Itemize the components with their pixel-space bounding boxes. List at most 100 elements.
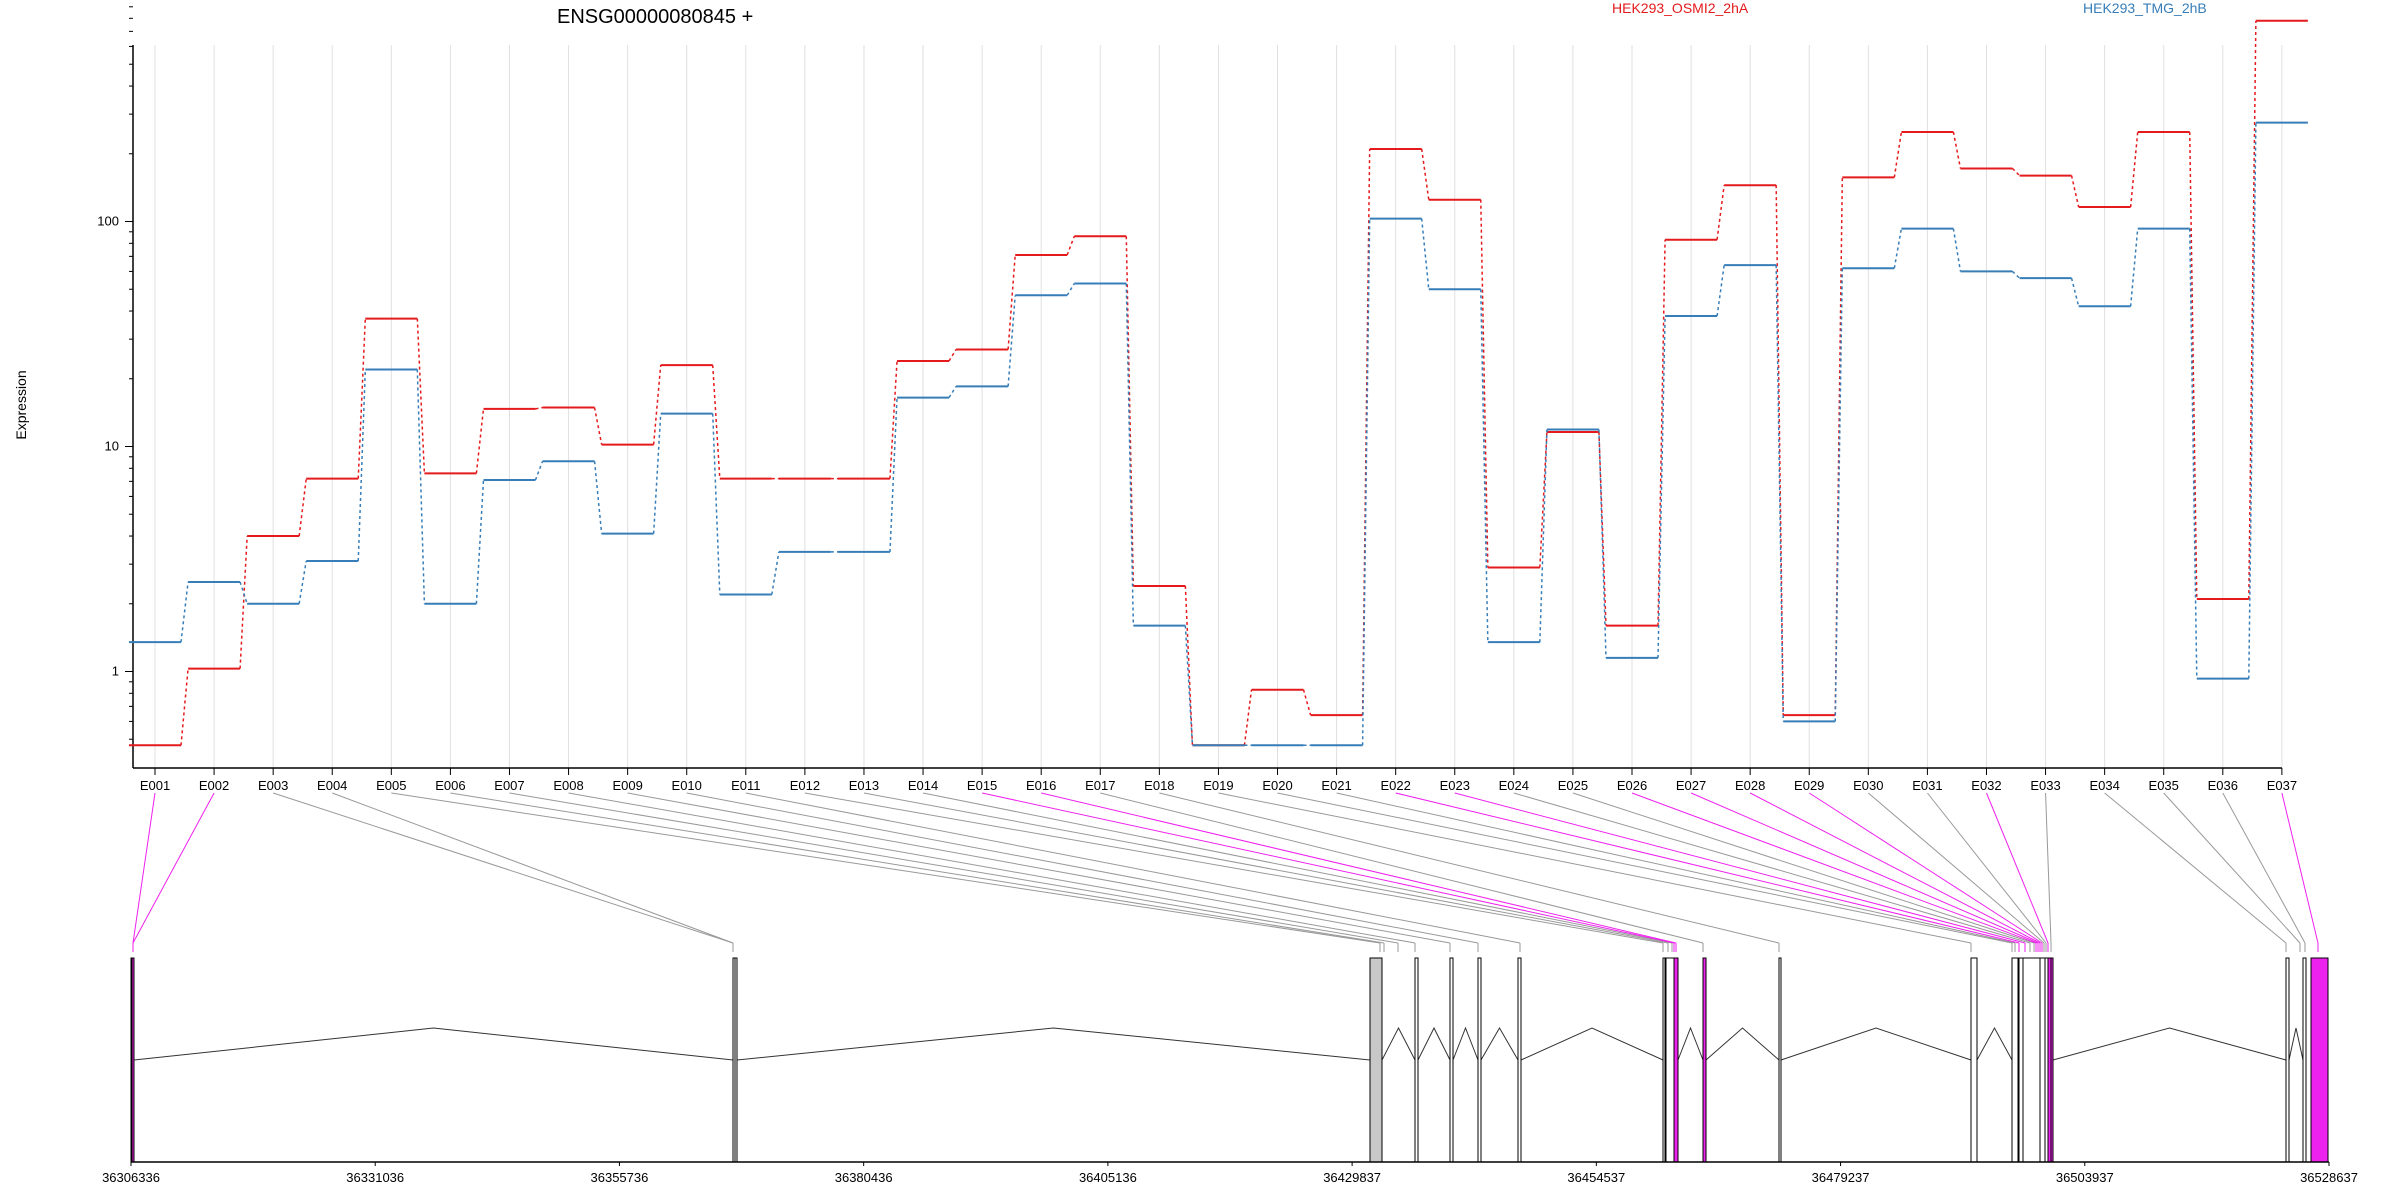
connector-E030 xyxy=(1867,792,2045,944)
exon-block xyxy=(1369,957,1383,1163)
connector-E032 xyxy=(1986,792,2049,944)
step-E034 xyxy=(2129,131,2139,208)
genomic-tick-label: 36380436 xyxy=(835,1170,893,1185)
x-tick-label-E023: E023 xyxy=(1440,778,1470,793)
x-tick-label-E012: E012 xyxy=(790,778,820,793)
intron xyxy=(2288,1027,2304,1061)
step-E019 xyxy=(1243,689,1253,746)
exon-block xyxy=(1414,957,1419,1163)
step-E006 xyxy=(475,479,485,604)
step-E008 xyxy=(593,461,603,534)
y-tick-label: 10 xyxy=(105,439,119,454)
step-E026 xyxy=(1657,316,1666,658)
step-E014 xyxy=(948,349,957,362)
exon-block xyxy=(1662,957,1666,1163)
step-E013 xyxy=(889,360,898,479)
step-E035 xyxy=(2188,228,2198,679)
step-E030 xyxy=(1893,131,1903,178)
step-E008 xyxy=(593,407,603,445)
step-E036 xyxy=(2248,122,2257,679)
exon-block xyxy=(1449,957,1454,1163)
step-E002 xyxy=(239,581,248,604)
gridlines xyxy=(154,45,2283,768)
connector-E022 xyxy=(1395,792,2020,944)
intron xyxy=(1976,1026,2013,1061)
x-tick-label-E031: E031 xyxy=(1912,778,1942,793)
x-tick-label-E030: E030 xyxy=(1853,778,1883,793)
genomic-tick-label: 36528637 xyxy=(2300,1170,2358,1185)
step-E003 xyxy=(298,478,307,537)
connector-E006 xyxy=(450,792,1385,944)
x-tick-label-E008: E008 xyxy=(553,778,583,793)
connector-E018 xyxy=(1159,792,1780,944)
step-E004 xyxy=(357,369,367,561)
connector-E002 xyxy=(132,792,215,944)
step-E018 xyxy=(1184,585,1194,746)
step-E020 xyxy=(1302,689,1312,716)
connector-E008 xyxy=(568,792,1416,944)
step-E036 xyxy=(2248,20,2257,600)
x-axis: E001 E002 E003 E004 E005 E006 E007 E008 E009 E010… xyxy=(133,767,2297,793)
x-tick-label-E034: E034 xyxy=(2089,778,2119,793)
x-tick-label-E032: E032 xyxy=(1971,778,2001,793)
connector-E024 xyxy=(1513,792,2031,944)
step-E009 xyxy=(652,365,662,445)
intron xyxy=(2052,1027,2287,1061)
x-tick-label-E014: E014 xyxy=(908,778,938,793)
connector-E017 xyxy=(1100,792,1704,944)
connector-E033 xyxy=(2045,792,2052,944)
step-E003 xyxy=(298,560,307,604)
connector-E003 xyxy=(273,792,734,944)
step-E011 xyxy=(771,551,780,595)
step-E026 xyxy=(1657,239,1666,626)
step-E001 xyxy=(180,581,189,643)
x-tick-label-E022: E022 xyxy=(1380,778,1410,793)
connector-E036 xyxy=(2222,792,2306,944)
exon-block xyxy=(734,957,738,1163)
x-tick-label-E018: E018 xyxy=(1144,778,1174,793)
step-E028 xyxy=(1775,265,1784,722)
step-E027 xyxy=(1716,265,1725,317)
step-E022 xyxy=(1420,218,1430,290)
connector-E037 xyxy=(2281,792,2319,944)
connector-E035 xyxy=(2163,792,2301,944)
exon-block xyxy=(2302,957,2307,1163)
x-tick-label-E005: E005 xyxy=(376,778,406,793)
x-tick-label-E009: E009 xyxy=(612,778,642,793)
step-E010 xyxy=(711,413,721,595)
genomic-tick-label: 36306336 xyxy=(102,1170,160,1185)
step-E007 xyxy=(534,460,544,481)
y-axis: 1 10 100 xyxy=(97,6,134,768)
connector-E034 xyxy=(2104,792,2287,944)
connector-E015 xyxy=(982,792,1675,944)
step-E021 xyxy=(1361,218,1371,746)
genomic-axis: 36306336 36331036 36355736 36380436 36405136… xyxy=(102,1161,2358,1185)
x-tick-label-E024: E024 xyxy=(1499,778,1529,793)
x-tick-label-E002: E002 xyxy=(199,778,229,793)
x-tick-label-E007: E007 xyxy=(494,778,524,793)
connector-E012 xyxy=(804,792,1664,944)
connector-E013 xyxy=(863,792,1669,944)
connector-E023 xyxy=(1454,792,2026,944)
genomic-tick-label: 36429837 xyxy=(1323,1170,1381,1185)
y-axis-label: Expression xyxy=(13,370,29,439)
exon-block xyxy=(131,957,135,1163)
x-tick-label-E011: E011 xyxy=(731,778,760,793)
step-E016 xyxy=(1066,235,1075,256)
x-tick-label-E033: E033 xyxy=(2030,778,2060,793)
intron xyxy=(1417,1026,1451,1061)
intron xyxy=(1677,1026,1704,1061)
step-E006 xyxy=(475,408,485,474)
x-tick-label-E017: E017 xyxy=(1085,778,1115,793)
step-E005 xyxy=(416,318,426,474)
x-tick-label-E026: E026 xyxy=(1617,778,1647,793)
step-E027 xyxy=(1716,185,1725,240)
genomic-tick-label: 36479237 xyxy=(1812,1170,1870,1185)
x-tick-label-E016: E016 xyxy=(1026,778,1056,793)
step-E001 xyxy=(180,668,189,746)
intron xyxy=(1520,1027,1664,1061)
step-E015 xyxy=(1007,254,1016,350)
step-E016 xyxy=(1066,283,1075,296)
connector-E019 xyxy=(1218,792,1972,944)
connector-E020 xyxy=(1277,792,2013,944)
